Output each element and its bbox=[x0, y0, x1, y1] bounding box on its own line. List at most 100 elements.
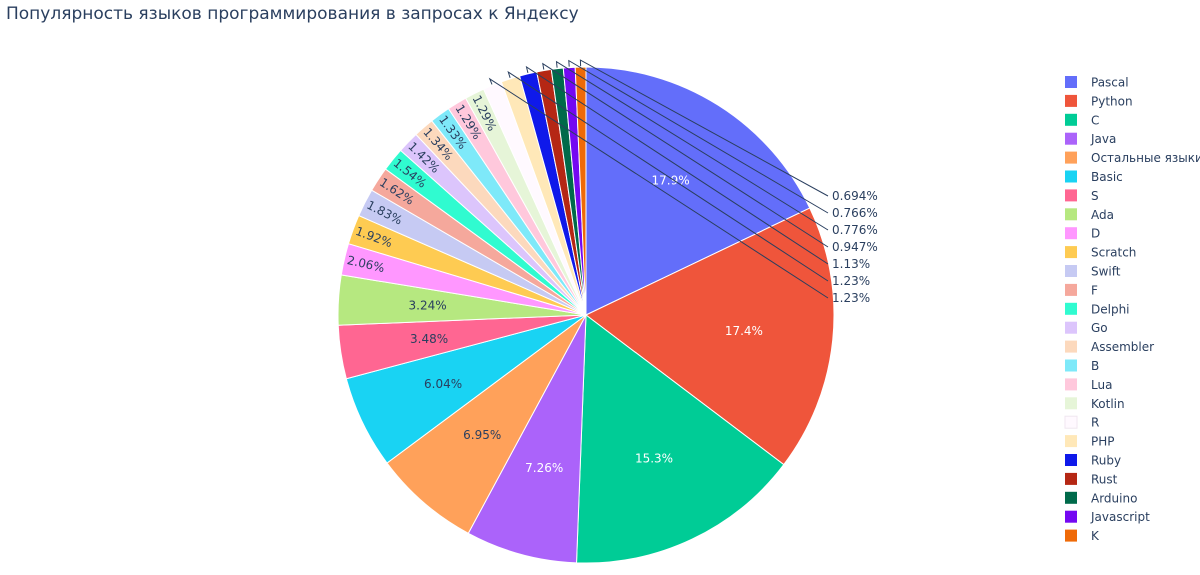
leader-line-javascript bbox=[568, 59, 829, 214]
slice-label-arduino: 0.776% bbox=[832, 223, 878, 237]
legend-item-b[interactable]: B bbox=[1065, 359, 1099, 373]
legend-swatch bbox=[1065, 246, 1077, 259]
legend-swatch bbox=[1065, 510, 1077, 523]
slice-label-k: 0.694% bbox=[832, 189, 878, 203]
legend-label: Go bbox=[1091, 321, 1108, 335]
legend-label: D bbox=[1091, 227, 1100, 241]
slice-pascal bbox=[585, 66, 811, 316]
legend-label: S bbox=[1091, 189, 1099, 203]
legend-swatch bbox=[1065, 529, 1077, 542]
legend-swatch bbox=[1065, 265, 1077, 277]
legend-swatch bbox=[1065, 435, 1077, 448]
legend-swatch bbox=[1065, 170, 1077, 183]
legend-label: Javascript bbox=[1090, 510, 1150, 524]
legend-label: Остальные языки bbox=[1091, 151, 1200, 165]
legend-item-javascript[interactable]: Javascript bbox=[1065, 510, 1150, 524]
slice-label-java: 7.26% bbox=[525, 461, 563, 475]
leader-line-arduino bbox=[555, 60, 829, 231]
legend-label: Kotlin bbox=[1091, 397, 1125, 411]
legend-item-delphi[interactable]: Delphi bbox=[1065, 302, 1130, 316]
legend-label: R bbox=[1091, 416, 1099, 430]
slice-item-4 bbox=[386, 314, 587, 534]
legend-item-r[interactable]: R bbox=[1064, 415, 1099, 430]
legend-swatch bbox=[1065, 359, 1077, 372]
legend-label: Ruby bbox=[1091, 454, 1121, 468]
legend-label: PHP bbox=[1091, 435, 1115, 449]
slice-label-javascript: 0.766% bbox=[832, 206, 878, 220]
slice-label-item-4: 6.95% bbox=[463, 428, 501, 442]
slice-label-pascal: 17.9% bbox=[652, 174, 690, 188]
legend-item-kotlin[interactable]: Kotlin bbox=[1065, 397, 1125, 411]
legend-item-swift[interactable]: Swift bbox=[1065, 265, 1121, 279]
legend-item-k[interactable]: K bbox=[1065, 529, 1100, 543]
legend-item-rust[interactable]: Rust bbox=[1065, 472, 1118, 486]
legend-swatch bbox=[1065, 340, 1077, 353]
legend-swatch bbox=[1065, 283, 1077, 296]
legend-item-f[interactable]: F bbox=[1065, 283, 1098, 297]
legend-item-basic[interactable]: Basic bbox=[1065, 170, 1123, 184]
leader-line-k bbox=[579, 59, 829, 197]
legend-swatch bbox=[1065, 132, 1077, 145]
legend-swatch bbox=[1065, 151, 1077, 164]
legend-label: F bbox=[1091, 283, 1098, 297]
legend-label: K bbox=[1091, 529, 1100, 543]
legend-swatch bbox=[1065, 227, 1077, 240]
legend-label: Rust bbox=[1091, 472, 1118, 486]
legend-item-ada[interactable]: Ada bbox=[1065, 208, 1114, 222]
legend-item-arduino[interactable]: Arduino bbox=[1065, 491, 1137, 505]
legend-swatch bbox=[1064, 415, 1078, 429]
legend-label: Pascal bbox=[1091, 76, 1129, 90]
legend-item-assembler[interactable]: Assembler bbox=[1065, 340, 1154, 354]
legend-item-java[interactable]: Java bbox=[1065, 132, 1116, 146]
legend-item-php[interactable]: PHP bbox=[1065, 435, 1115, 449]
slice-label-rust: 0.947% bbox=[832, 240, 878, 254]
legend-label: Java bbox=[1090, 132, 1116, 146]
legend-swatch bbox=[1065, 454, 1077, 466]
legend-item-s[interactable]: S bbox=[1065, 189, 1099, 203]
slice-label-python: 17.4% bbox=[725, 324, 763, 338]
slice-label-s: 3.48% bbox=[410, 332, 448, 346]
legend-swatch bbox=[1065, 189, 1077, 202]
slice-label-ada: 3.24% bbox=[409, 298, 447, 312]
legend-item-d[interactable]: D bbox=[1065, 227, 1100, 241]
leader-line-r bbox=[488, 77, 829, 299]
legend-label: B bbox=[1091, 359, 1099, 373]
legend-label: Basic bbox=[1091, 170, 1123, 184]
legend-swatch bbox=[1065, 208, 1077, 221]
slice-label-r: 1.23% bbox=[832, 291, 870, 305]
slice-c bbox=[576, 314, 785, 564]
legend-item-lua[interactable]: Lua bbox=[1065, 378, 1112, 392]
legend-swatch bbox=[1065, 94, 1077, 107]
legend-item-go[interactable]: Go bbox=[1065, 321, 1108, 335]
legend-label: C bbox=[1091, 113, 1099, 127]
chart-title: Популярность языков программирования в з… bbox=[6, 4, 579, 24]
slice-label-php: 1.23% bbox=[832, 274, 870, 288]
legend-label: Python bbox=[1091, 94, 1133, 108]
legend-label: Delphi bbox=[1091, 302, 1130, 316]
legend-item-item-4[interactable]: Остальные языки bbox=[1065, 151, 1200, 165]
leader-line-php bbox=[507, 70, 829, 282]
legend-item-ruby[interactable]: Ruby bbox=[1065, 454, 1121, 468]
legend-label: Assembler bbox=[1091, 340, 1154, 354]
legend-label: Ada bbox=[1091, 208, 1114, 222]
legend-swatch bbox=[1065, 491, 1077, 504]
legend-item-c[interactable]: C bbox=[1065, 113, 1099, 127]
legend-item-scratch[interactable]: Scratch bbox=[1065, 246, 1136, 260]
legend-swatch bbox=[1065, 321, 1077, 334]
legend-label: Lua bbox=[1091, 378, 1112, 392]
pie-slices bbox=[337, 66, 835, 564]
legend-swatch bbox=[1065, 76, 1077, 88]
legend-item-pascal[interactable]: Pascal bbox=[1065, 76, 1129, 90]
legend-swatch bbox=[1065, 113, 1077, 126]
legend-swatch bbox=[1065, 397, 1077, 410]
slice-label-basic: 6.04% bbox=[424, 377, 462, 391]
legend-label: Arduino bbox=[1091, 491, 1137, 505]
legend-label: Swift bbox=[1091, 265, 1121, 279]
legend-swatch bbox=[1065, 302, 1077, 315]
legend-swatch bbox=[1065, 472, 1077, 485]
legend: Pascal Python C Java Остальные языки Basic S Ad… bbox=[1064, 76, 1200, 543]
slice-label-ruby: 1.13% bbox=[832, 257, 870, 271]
slice-label-c: 15.3% bbox=[635, 451, 673, 465]
legend-item-python[interactable]: Python bbox=[1065, 94, 1133, 108]
